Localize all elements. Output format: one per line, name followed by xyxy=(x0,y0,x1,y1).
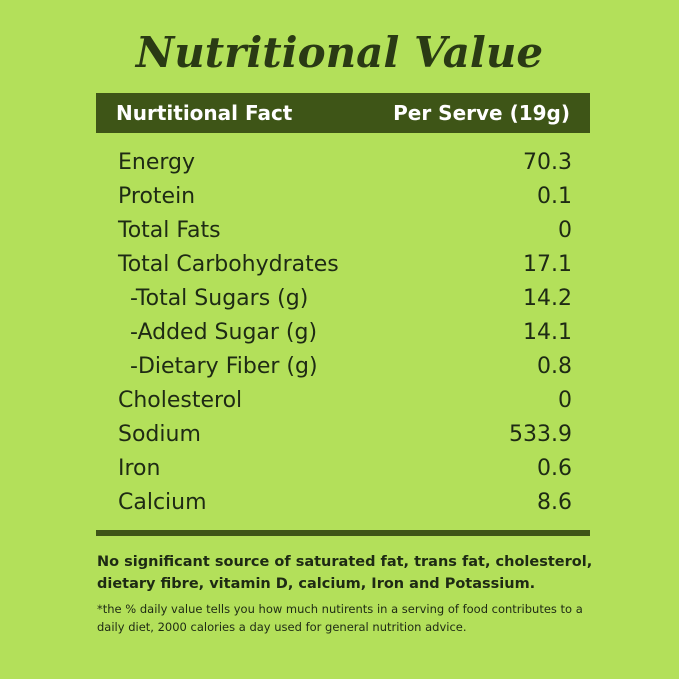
value-cell: 0.6 xyxy=(537,456,572,481)
label-cell: Sodium xyxy=(118,422,201,447)
table-header: Nurtitional Fact Per Serve (19g) xyxy=(96,93,590,133)
header-cell: Nurtitional Fact xyxy=(116,101,293,125)
value-cell: 8.6 xyxy=(537,490,572,515)
value-cell: 70.3 xyxy=(523,150,572,175)
value-cell: 0 xyxy=(558,218,572,243)
footnote: *the % daily value tells you how much nu… xyxy=(97,602,583,634)
value-cell: 533.9 xyxy=(509,422,572,447)
value-cell: 0 xyxy=(558,388,572,413)
label-cell: Protein xyxy=(118,184,196,209)
table-row: Total Carbohydrates 17.1 xyxy=(118,248,572,282)
label-cell: -Dietary Fiber (g) xyxy=(130,354,318,379)
label-cell: Calcium xyxy=(118,490,207,515)
note: No significant source of saturated fat, … xyxy=(97,554,593,592)
value-cell: 14.2 xyxy=(523,286,572,311)
label-cell: Iron xyxy=(118,456,161,481)
label-cell: Total Fats xyxy=(118,218,221,243)
value-cell: 0.8 xyxy=(537,354,572,379)
title: Nutritional Value xyxy=(135,28,544,77)
table-row: -Added Sugar (g) 14.1 xyxy=(118,316,572,350)
label-cell: -Added Sugar (g) xyxy=(130,320,318,345)
table-row: Calcium 8.6 xyxy=(118,486,572,520)
table-row: Protein 0.1 xyxy=(118,180,572,214)
value-cell: 14.1 xyxy=(523,320,572,345)
table-row: Cholesterol 0 xyxy=(118,384,572,418)
label-cell: Energy xyxy=(118,150,196,175)
divider xyxy=(96,530,590,536)
table-row: Energy 70.3 xyxy=(118,146,572,180)
table-row: Iron 0.6 xyxy=(118,452,572,486)
table-row: Total Fats 0 xyxy=(118,214,572,248)
label-cell: -Total Sugars (g) xyxy=(130,286,309,311)
table-row: -Dietary Fiber (g) 0.8 xyxy=(118,350,572,384)
table-row: -Total Sugars (g) 14.2 xyxy=(118,282,572,316)
header-cell: Per Serve (19g) xyxy=(393,101,570,125)
table-body: Energy 70.3 Protein 0.1 Total Fats 0 Total Car… xyxy=(118,146,572,520)
value-cell: 0.1 xyxy=(537,184,572,209)
label-cell: Total Carbohydrates xyxy=(118,252,339,277)
value-cell: 17.1 xyxy=(523,252,572,277)
table-row: Sodium 533.9 xyxy=(118,418,572,452)
label-cell: Cholesterol xyxy=(118,388,243,413)
